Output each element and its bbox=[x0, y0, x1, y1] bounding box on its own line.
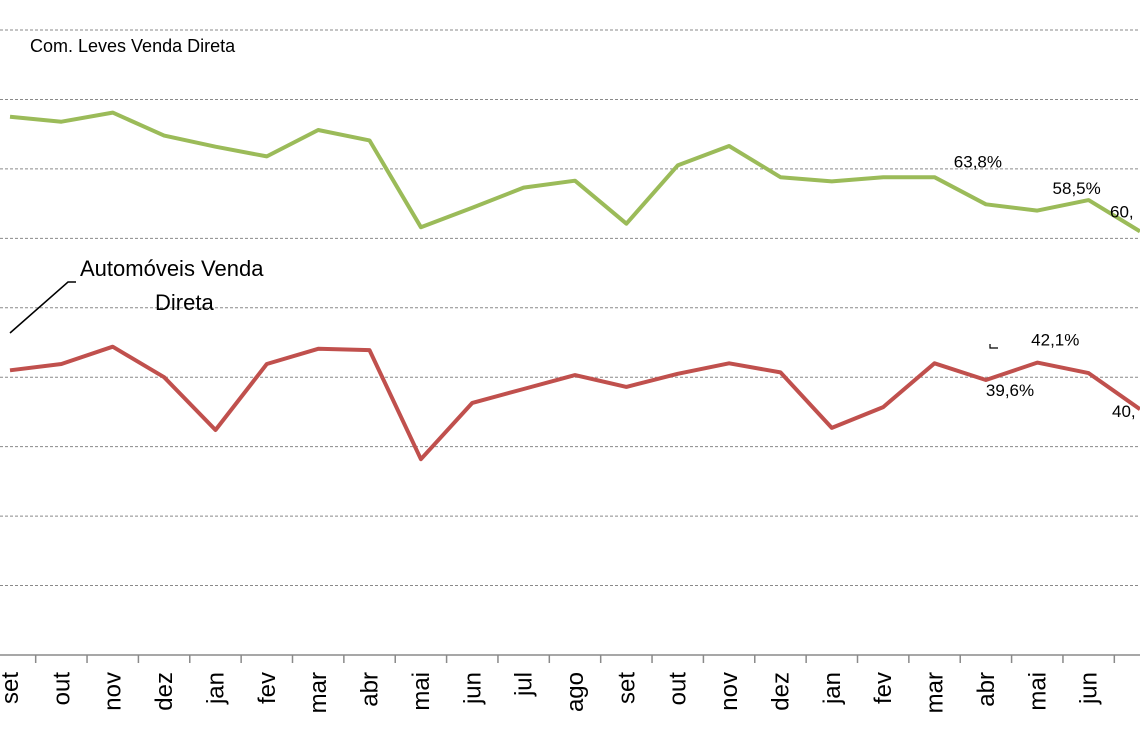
data-label: 39,6% bbox=[986, 381, 1034, 400]
series-label-automoveis-line2: Direta bbox=[155, 290, 214, 315]
x-tick-label: nov bbox=[716, 672, 743, 711]
series-label-automoveis-line1: Automóveis Venda bbox=[80, 256, 264, 281]
data-label: 42,1% bbox=[1031, 331, 1079, 350]
x-tick-label: mai bbox=[408, 672, 435, 711]
x-tick-label: abr bbox=[357, 672, 384, 707]
data-labels: 63,8% 58,5% 60, 39,6% 42,1% 40, bbox=[954, 152, 1136, 421]
x-tick-label: jan bbox=[202, 672, 229, 705]
x-tick-label: set bbox=[613, 672, 640, 704]
series-lines bbox=[9, 110, 1140, 462]
series-label-leader-line bbox=[9, 281, 76, 334]
x-tick-label: jun bbox=[459, 672, 486, 705]
x-tick-label: jun bbox=[1076, 672, 1103, 705]
series-label-com-leves: Com. Leves Venda Direta bbox=[30, 36, 236, 56]
x-tick-label: nov bbox=[100, 672, 127, 711]
data-label: 63,8% bbox=[954, 152, 1002, 171]
x-tick-label: set bbox=[0, 672, 24, 704]
series-line-0 bbox=[9, 110, 1140, 234]
x-tick-label: mai bbox=[1024, 672, 1051, 711]
data-label: 58,5% bbox=[1053, 179, 1101, 198]
x-axis: set out nov dez jan fev mar abr mai jun jul ago set o… bbox=[0, 654, 1140, 713]
x-tick-label: dez bbox=[767, 672, 794, 711]
series-line-1 bbox=[9, 344, 1140, 462]
annotations: Com. Leves Venda Direta Automóveis Venda… bbox=[9, 36, 998, 349]
data-label: 60, bbox=[1110, 202, 1134, 221]
x-tick-label: fev bbox=[870, 672, 897, 704]
x-tick-label: jan bbox=[819, 672, 846, 705]
gridlines bbox=[0, 29, 1140, 587]
x-tick-label: jul bbox=[511, 672, 538, 697]
x-tick-label: out bbox=[48, 672, 75, 706]
x-tick-label: ago bbox=[562, 672, 589, 712]
x-tick-label: out bbox=[665, 672, 692, 706]
data-label-leader-line bbox=[989, 344, 998, 349]
data-label: 40, bbox=[1112, 402, 1136, 421]
x-tick-label: abr bbox=[973, 672, 1000, 707]
x-tick-label: dez bbox=[151, 672, 178, 711]
x-tick-label: mar bbox=[922, 672, 949, 713]
x-tick-label: mar bbox=[305, 672, 332, 713]
x-tick-label: fev bbox=[254, 672, 281, 704]
